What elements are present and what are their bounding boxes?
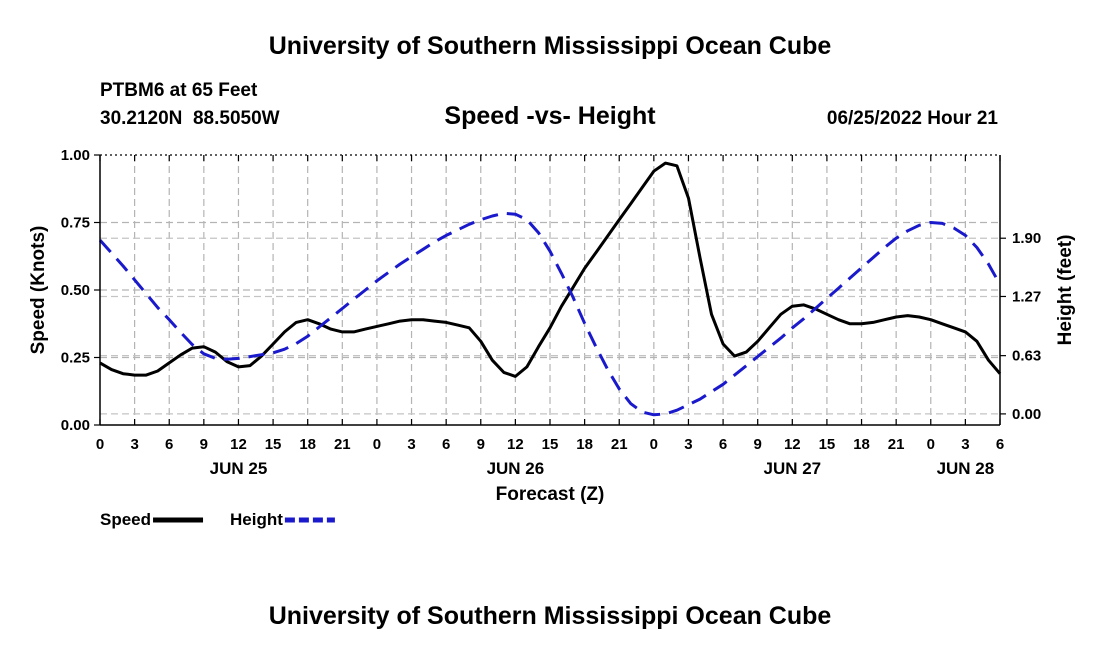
x-tick-label: 0 <box>96 436 104 453</box>
coordinates-label: 30.2120N 88.5050W <box>100 108 280 129</box>
x-tick-label: 3 <box>407 436 415 453</box>
day-label: JUN 28 <box>937 459 995 478</box>
left-tick-label: 1.00 <box>61 147 90 164</box>
x-tick-label: 9 <box>200 436 208 453</box>
x-tick-label: 3 <box>684 436 692 453</box>
day-label: JUN 25 <box>210 459 268 478</box>
chart-subtitle: Speed -vs- Height <box>444 102 656 130</box>
x-tick-label: 0 <box>927 436 935 453</box>
x-tick-label: 0 <box>373 436 381 453</box>
right-axis-label: Height (feet) <box>1055 235 1076 346</box>
x-tick-label: 6 <box>719 436 727 453</box>
x-tick-label: 18 <box>299 436 316 453</box>
x-tick-label: 12 <box>784 436 801 453</box>
axes: 0 3 6 9 12 15 18 21 0 3 6 9 12 15 18 21 0 3 6 9 12 15 18 21 0 3 6J… <box>61 147 1041 478</box>
plot-area <box>98 161 1002 417</box>
x-axis-label: Forecast (Z) <box>496 484 605 505</box>
day-label: JUN 26 <box>487 459 545 478</box>
x-tick-label: 18 <box>576 436 593 453</box>
x-tick-label: 9 <box>754 436 762 453</box>
series-line-height <box>98 211 1002 417</box>
x-tick-label: 15 <box>542 436 559 453</box>
right-tick-label: 0.63 <box>1012 348 1041 365</box>
forecast-datetime: 06/25/2022 Hour 21 <box>827 108 999 129</box>
left-axis-label: Speed (Knots) <box>28 226 49 355</box>
legend: Speed Height <box>100 510 335 529</box>
x-tick-label: 3 <box>130 436 138 453</box>
grid <box>100 155 1000 425</box>
left-tick-label: 0.75 <box>61 215 90 232</box>
legend-label-height: Height <box>230 510 283 529</box>
legend-label-speed: Speed <box>100 510 151 529</box>
x-tick-label: 6 <box>165 436 173 453</box>
left-tick-label: 0.00 <box>61 417 90 434</box>
x-tick-label: 9 <box>477 436 485 453</box>
x-tick-label: 15 <box>819 436 836 453</box>
x-tick-label: 12 <box>230 436 247 453</box>
x-tick-label: 3 <box>961 436 969 453</box>
chart-title: University of Southern Mississippi Ocean… <box>269 32 832 60</box>
right-tick-label: 1.27 <box>1012 288 1041 305</box>
series-line-speed <box>99 161 1002 378</box>
x-tick-label: 6 <box>996 436 1004 453</box>
footer-title: University of Southern Mississippi Ocean… <box>269 602 832 630</box>
x-tick-label: 6 <box>442 436 450 453</box>
x-tick-label: 18 <box>853 436 870 453</box>
x-tick-label: 21 <box>334 436 351 453</box>
x-tick-label: 0 <box>650 436 658 453</box>
x-tick-label: 12 <box>507 436 524 453</box>
day-label: JUN 27 <box>763 459 821 478</box>
x-tick-label: 21 <box>888 436 905 453</box>
x-tick-label: 15 <box>265 436 282 453</box>
left-tick-label: 0.25 <box>61 350 90 367</box>
right-tick-label: 0.00 <box>1012 406 1041 423</box>
left-tick-label: 0.50 <box>61 282 90 299</box>
x-tick-label: 21 <box>611 436 628 453</box>
station-label: PTBM6 at 65 Feet <box>100 80 258 101</box>
right-tick-label: 1.90 <box>1012 230 1041 247</box>
